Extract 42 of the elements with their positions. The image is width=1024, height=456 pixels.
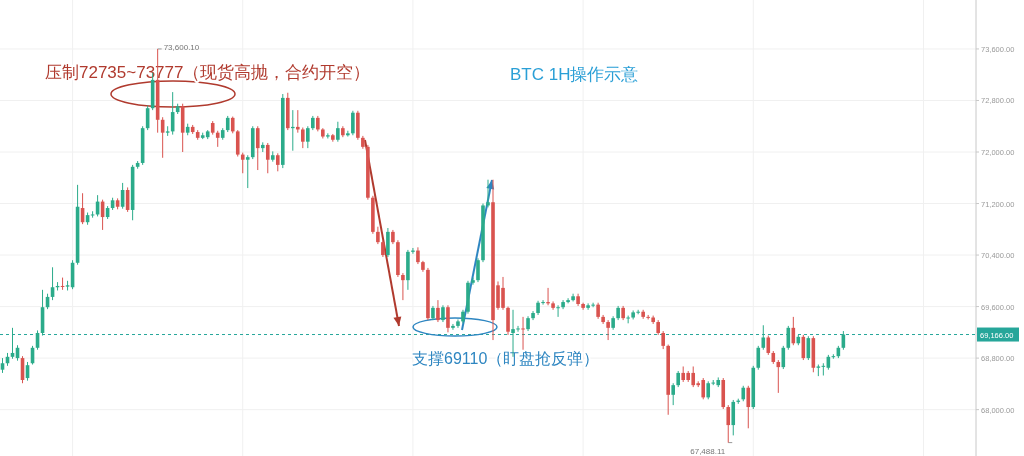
candlestick xyxy=(255,125,260,171)
candlestick xyxy=(456,318,460,329)
candlestick xyxy=(731,399,736,436)
candlestick xyxy=(351,110,355,136)
candlestick xyxy=(506,306,510,336)
candlestick xyxy=(336,121,340,143)
candlestick xyxy=(476,257,480,283)
candlestick xyxy=(386,227,390,258)
candlestick xyxy=(766,335,771,356)
candlestick xyxy=(446,304,450,333)
candlestick xyxy=(756,345,761,371)
candlestick xyxy=(671,382,675,406)
candlestick xyxy=(661,330,665,350)
text: BTC 1H操作示意 xyxy=(510,65,639,84)
candlestick xyxy=(521,316,525,351)
candlestick xyxy=(776,359,781,394)
candlestick xyxy=(566,297,570,304)
candlestick xyxy=(240,152,245,174)
candlestick xyxy=(306,125,310,149)
annotation: 67,488.11 xyxy=(690,446,726,456)
candlestick xyxy=(516,325,520,333)
annotation: 73,600.10 xyxy=(163,42,200,52)
candlestick xyxy=(346,130,350,138)
candlestick xyxy=(761,324,766,351)
candlestick xyxy=(245,154,250,189)
candlestick xyxy=(746,385,751,429)
annotation: 支撑69110（盯盘抢反弹） xyxy=(412,350,600,367)
candlestick xyxy=(436,299,440,323)
candlestick xyxy=(626,315,630,324)
candlestick xyxy=(551,300,555,311)
candlestick xyxy=(451,323,455,331)
candlestick xyxy=(556,304,560,318)
candlestick xyxy=(706,380,711,400)
candlestick xyxy=(275,152,280,172)
candlestick xyxy=(401,272,405,301)
candlestick xyxy=(606,319,610,341)
candlestick xyxy=(301,127,305,149)
candlestick xyxy=(265,142,270,174)
candlestick xyxy=(541,299,545,306)
candlestick xyxy=(235,129,240,158)
candlestick xyxy=(486,179,490,208)
candlestick xyxy=(471,277,475,286)
